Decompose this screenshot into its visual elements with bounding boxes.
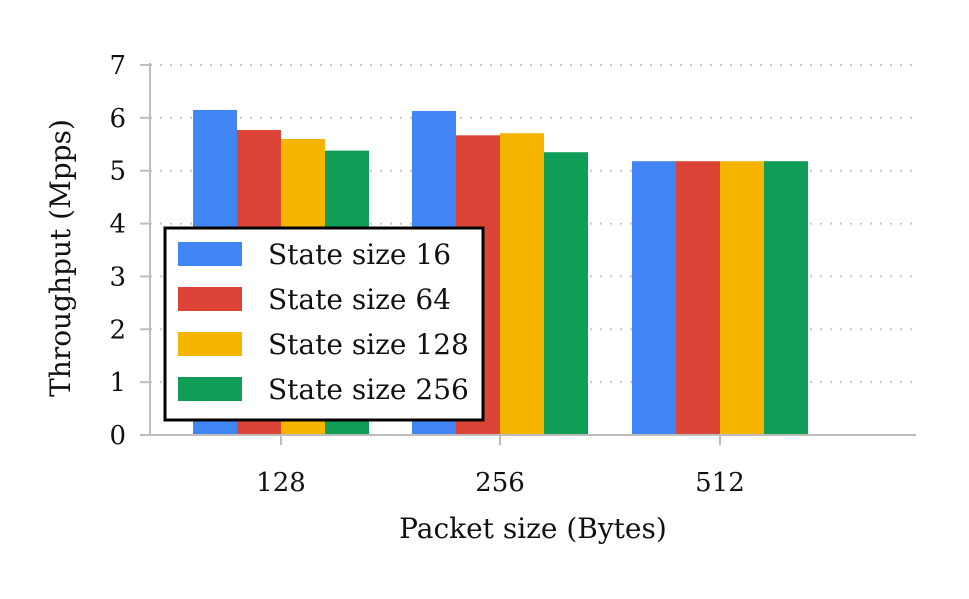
legend-label: State size 64 — [268, 283, 451, 316]
legend-swatch — [178, 287, 242, 311]
x-tick-label: 128 — [256, 468, 306, 498]
legend-swatch — [178, 332, 242, 356]
y-axis-title: Throughput (Mpps) — [44, 119, 77, 397]
legend-swatch — [178, 377, 242, 401]
y-tick-label: 7 — [109, 51, 126, 81]
bar — [720, 161, 764, 435]
bar — [632, 161, 676, 435]
tick-labels: 0 1 2 3 4 5 6 7 128 256 512 — [109, 51, 744, 498]
y-tick-label: 4 — [109, 210, 126, 240]
y-tick-label: 5 — [109, 157, 126, 187]
legend-label: State size 16 — [268, 238, 451, 271]
y-tick-label: 6 — [109, 104, 126, 134]
legend-swatch — [178, 242, 242, 266]
y-tick-label: 3 — [109, 262, 126, 292]
bar — [544, 152, 588, 435]
legend: State size 16 State size 64 State size 128… — [163, 226, 485, 422]
x-axis-title: Packet size (Bytes) — [399, 512, 667, 545]
y-tick-label: 0 — [109, 421, 126, 451]
y-tick-label: 2 — [109, 315, 126, 345]
legend-label: State size 128 — [268, 328, 469, 361]
x-tick-label: 256 — [475, 468, 525, 498]
y-tick-label: 1 — [109, 368, 126, 398]
bar — [764, 161, 808, 435]
axes — [140, 63, 916, 445]
bar — [500, 133, 544, 435]
legend-label: State size 256 — [268, 373, 469, 406]
bar — [676, 161, 720, 435]
x-tick-label: 512 — [695, 468, 745, 498]
